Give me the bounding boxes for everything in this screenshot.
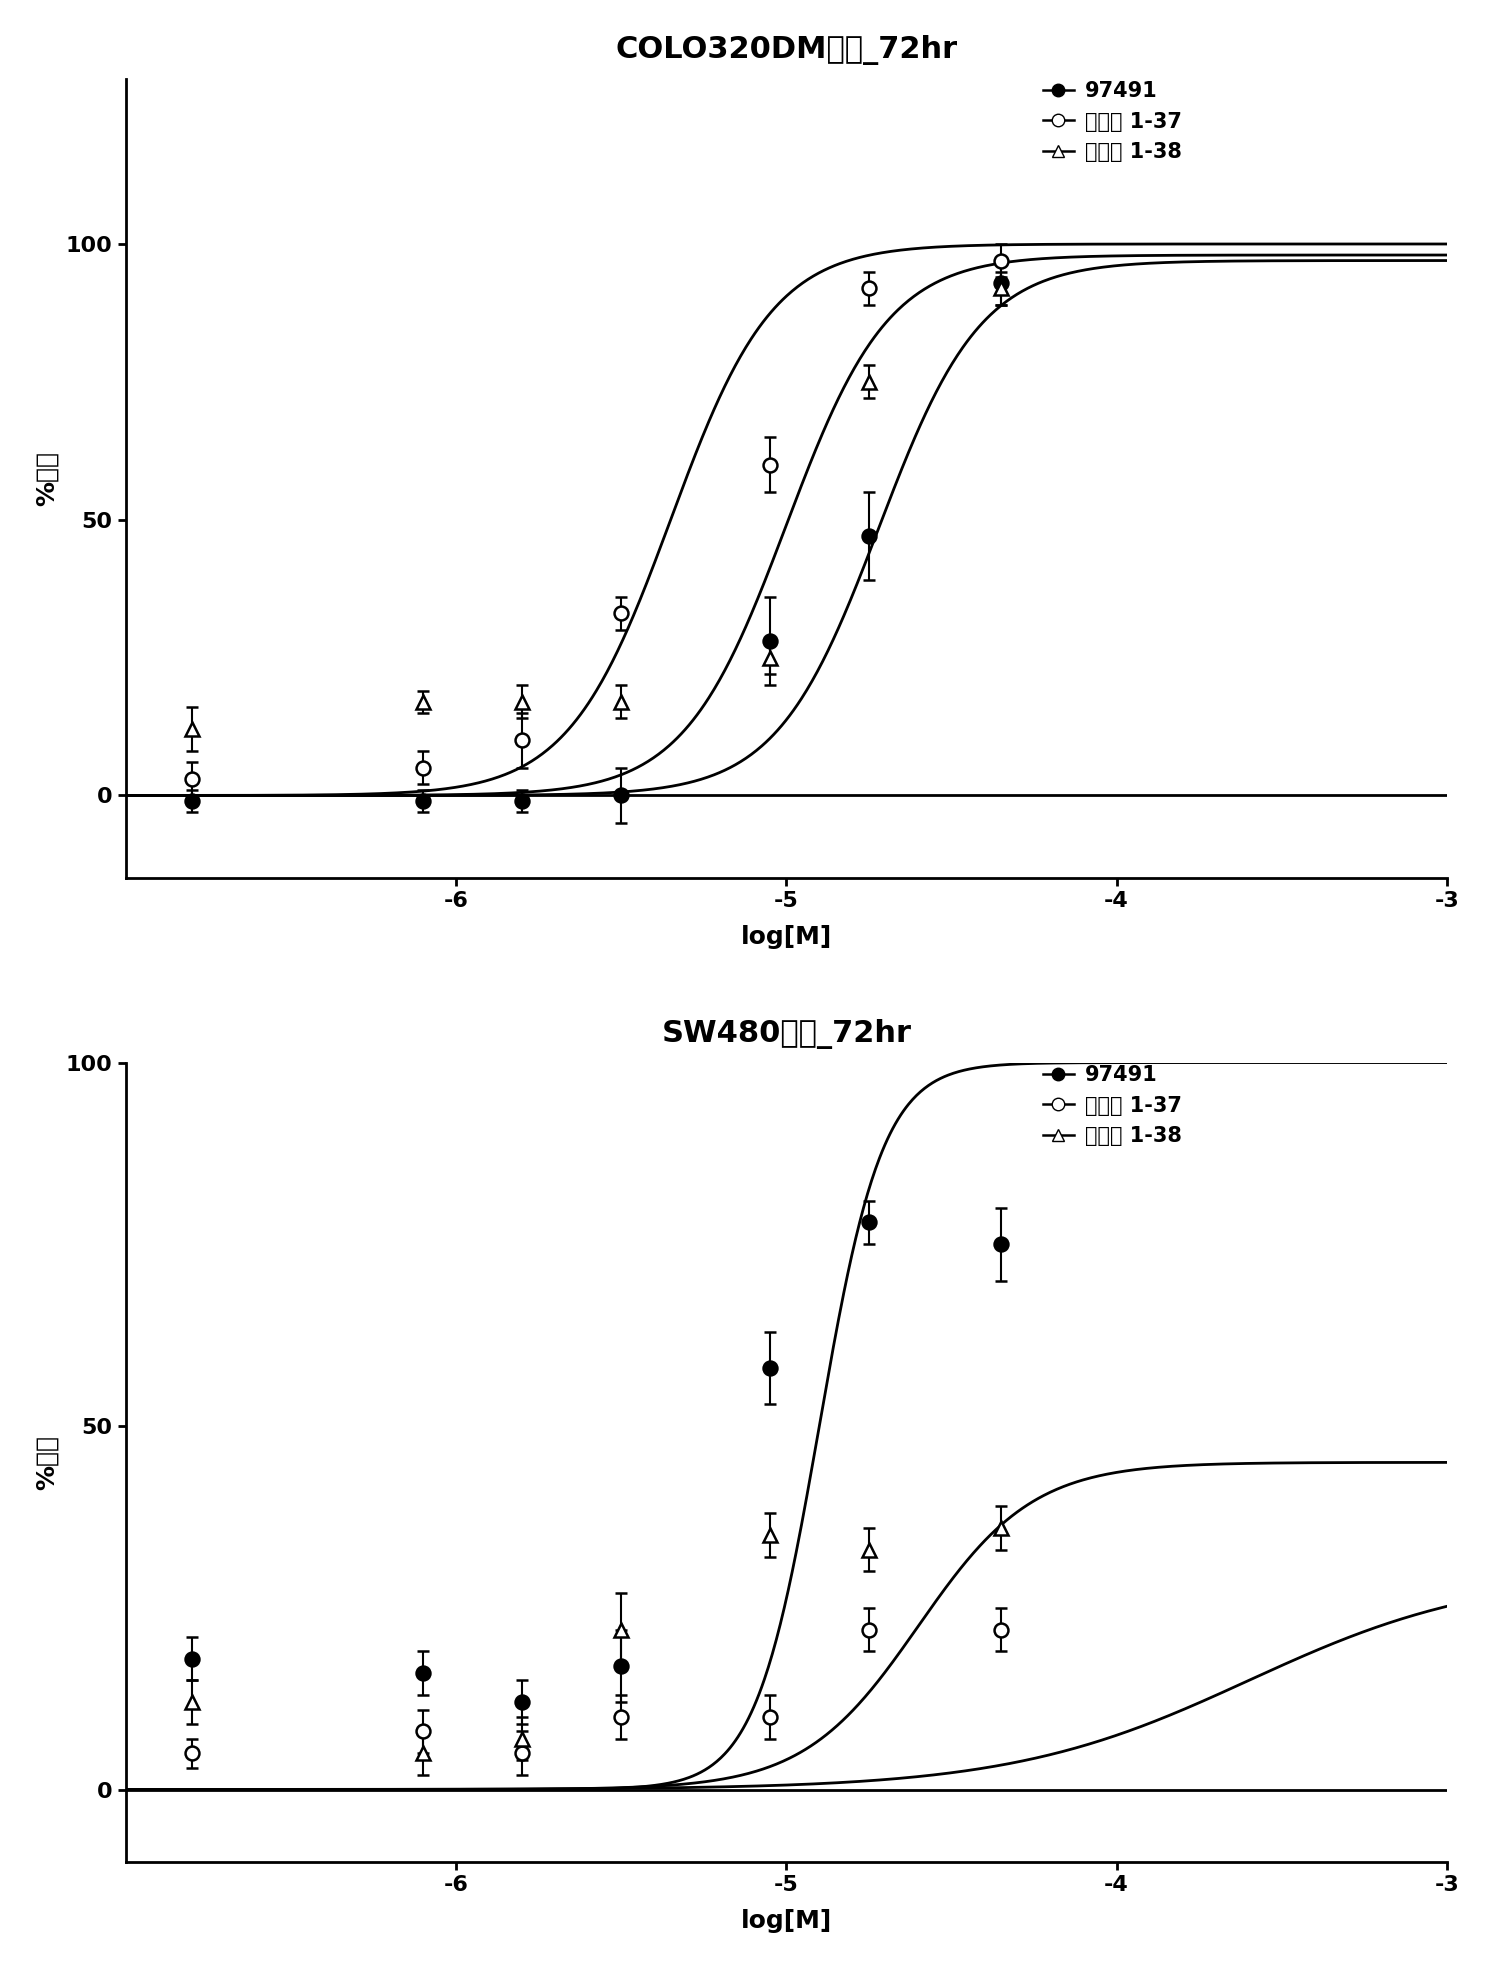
Y-axis label: %抑制: %抑制 [34, 451, 58, 506]
Legend: 97491, 化合物 1-37, 化合物 1-38: 97491, 化合物 1-37, 化合物 1-38 [1033, 1057, 1188, 1155]
Title: SW480增殖_72hr: SW480增殖_72hr [661, 1019, 911, 1049]
X-axis label: log[M]: log[M] [741, 1909, 832, 1933]
Legend: 97491, 化合物 1-37, 化合物 1-38: 97491, 化合物 1-37, 化合物 1-38 [1033, 73, 1188, 171]
Title: COLO320DM增殖_72hr: COLO320DM增殖_72hr [615, 35, 957, 65]
Y-axis label: %抑制: %抑制 [34, 1435, 58, 1490]
X-axis label: log[M]: log[M] [741, 925, 832, 949]
